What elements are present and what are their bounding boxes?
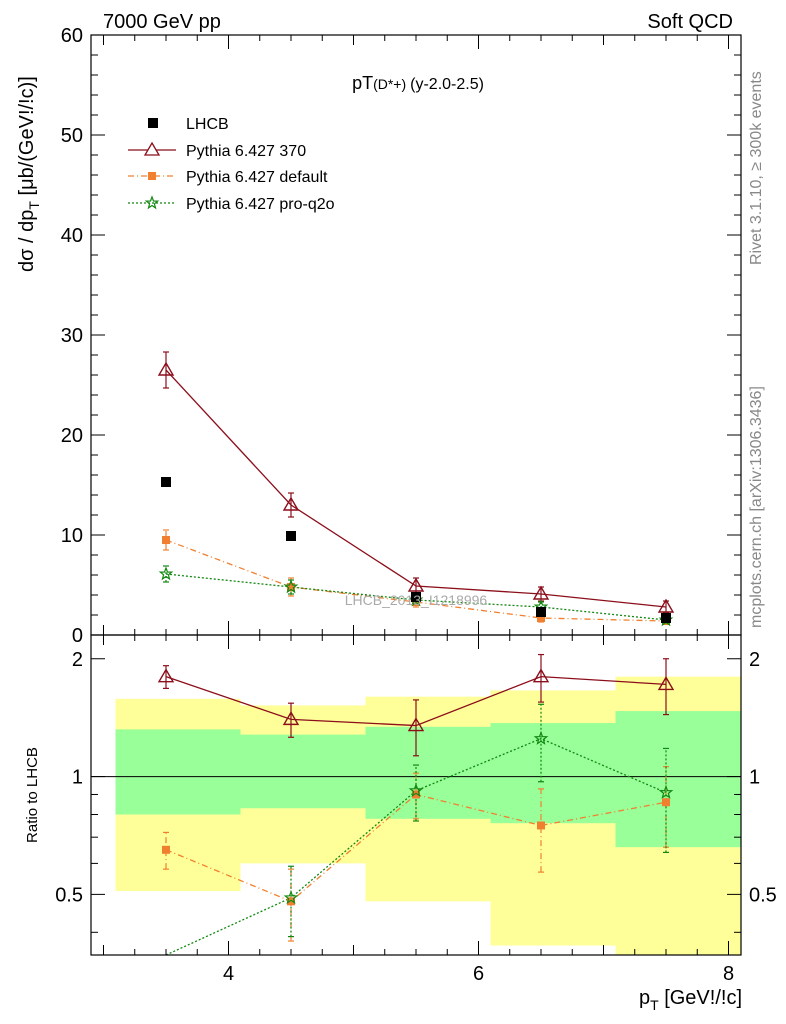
xlabel-main: p — [639, 987, 650, 1009]
point-ratio-triangle-0-0 — [157, 668, 175, 683]
ratio-ytick-label-0: 0.5 — [55, 884, 83, 906]
ylabel-suffix: [μb/(GeV!/!c)] — [16, 76, 38, 201]
point-main-triangle-0-4 — [657, 598, 675, 613]
ratio-y-axis-label: Ratio to LHCB — [24, 747, 41, 843]
xlabel-sub: T — [650, 997, 659, 1013]
ratio-xtick-label-1: 6 — [473, 963, 484, 985]
point-ratio-square-1-4 — [662, 798, 670, 807]
point-main-triangle-0-1 — [282, 496, 300, 511]
point-main-triangle-0-0 — [157, 361, 175, 376]
band-inner-bin-3 — [490, 723, 616, 824]
header-left: 7000 GeV pp — [103, 11, 221, 33]
point-main-triangle-0-2 — [407, 577, 425, 592]
point-ratio-square-1-1 — [287, 897, 295, 906]
ylabel-sub: T — [26, 201, 42, 210]
point-main-triangle-0-3 — [532, 585, 550, 600]
point-ratio-triangle-0-4 — [657, 675, 675, 691]
legend-item-370: Pythia 6.427 370 — [128, 141, 306, 160]
ratio-ytick-label-2: 2 — [72, 649, 83, 671]
title-suffix: (y-2.0-2.5) — [410, 76, 484, 93]
x-axis-label: pT [GeV!/!c] — [639, 987, 742, 1013]
main-ytick-label-0: 0 — [72, 625, 83, 647]
rivet-label: Rivet 3.1.10, ≥ 300k events — [748, 71, 765, 265]
band-inner-bin-0 — [115, 729, 241, 815]
ratio-ytick-label-right-2: 2 — [749, 649, 760, 671]
main-ytick-label-3: 30 — [61, 325, 83, 347]
point-ratio-square-1-2 — [412, 790, 420, 799]
point-main-data-3-0 — [161, 477, 171, 487]
point-main-data-3-3 — [536, 607, 546, 617]
main-ytick-label-5: 50 — [61, 125, 83, 147]
point-main-data-3-4 — [661, 613, 671, 623]
legend-item-default: Pythia 6.427 default — [128, 169, 328, 186]
analysis-watermark: LHCB_2013_I1218996 — [345, 592, 488, 608]
band-inner-bin-2 — [365, 726, 491, 819]
y-axis-label: dσ / dpT [μb/(GeV!/!c)] — [16, 76, 42, 272]
band-inner-bin-1 — [240, 734, 366, 809]
legend-item-pro-q2o: Pythia 6.427 pro-q2o — [128, 195, 335, 213]
ratio-ytick-label-1: 1 — [72, 767, 83, 789]
point-main-square-1-1 — [287, 583, 295, 591]
point-ratio-square-1-3 — [537, 821, 545, 830]
point-main-star-2-0 — [158, 566, 174, 581]
axis-tick-labels: 0 10 20 30 40 50 60 4 6 8 0.5 0.5 1 1 2 2 — [55, 25, 777, 985]
point-main-square-1-3 — [537, 614, 545, 622]
legend-marker-default — [148, 172, 156, 180]
legend-label-pro-q2o: Pythia 6.427 pro-q2o — [186, 196, 335, 213]
band-inner-bin-4 — [615, 711, 741, 848]
point-ratio-square-1-0 — [162, 845, 170, 854]
point-ratio-star-2-3 — [533, 730, 549, 745]
legend: LHCB Pythia 6.427 370 Pythia 6.427 defau… — [128, 116, 335, 213]
ratio-xtick-label-2: 8 — [723, 963, 734, 985]
point-main-star-2-1 — [283, 579, 299, 594]
mcplots-label: mcplots.cern.ch [arXiv:1306.3436] — [748, 386, 765, 628]
main-ytick-label-6: 60 — [61, 25, 83, 47]
title-main: pT — [352, 73, 373, 93]
legend-marker-pro-q2o — [144, 195, 160, 210]
ratio-ytick-label-right-1: 1 — [749, 767, 760, 789]
legend-item-lhcb: LHCB — [148, 116, 229, 133]
point-ratio-triangle-0-2 — [407, 717, 425, 732]
legend-label-370: Pythia 6.427 370 — [186, 143, 306, 160]
ylabel-main: dσ / dp — [16, 210, 38, 272]
main-ytick-label-4: 40 — [61, 225, 83, 247]
title-sub: (D*+) — [373, 76, 406, 92]
ratio-uncertainty-bands — [91, 676, 741, 955]
data-markers — [157, 361, 675, 906]
xlabel-suffix: [GeV!/!c] — [659, 987, 742, 1009]
main-ytick-label-2: 20 — [61, 425, 83, 447]
legend-label-lhcb: LHCB — [186, 116, 229, 133]
legend-marker-370 — [143, 141, 161, 156]
main-ytick-label-1: 10 — [61, 525, 83, 547]
line-main-triangle-0 — [165, 369, 667, 608]
point-ratio-star-2-1 — [283, 890, 299, 905]
header-right: Soft QCD — [647, 11, 733, 33]
point-main-square-1-0 — [162, 536, 170, 544]
point-main-data-3-1 — [286, 531, 296, 541]
ratio-ytick-label-right-0: 0.5 — [749, 884, 777, 906]
ratio-xtick-label-0: 4 — [223, 963, 234, 985]
legend-label-default: Pythia 6.427 default — [186, 169, 328, 186]
point-ratio-triangle-0-3 — [532, 668, 550, 683]
point-ratio-triangle-0-1 — [282, 710, 300, 726]
point-ratio-star-2-2 — [408, 782, 424, 797]
axis-ticks — [91, 34, 741, 955]
point-ratio-star-2-4 — [658, 784, 674, 799]
plot-title: pT(D*+) (y-2.0-2.5) — [352, 73, 484, 93]
legend-marker-lhcb — [148, 118, 158, 128]
point-main-data-3-2 — [411, 592, 421, 602]
